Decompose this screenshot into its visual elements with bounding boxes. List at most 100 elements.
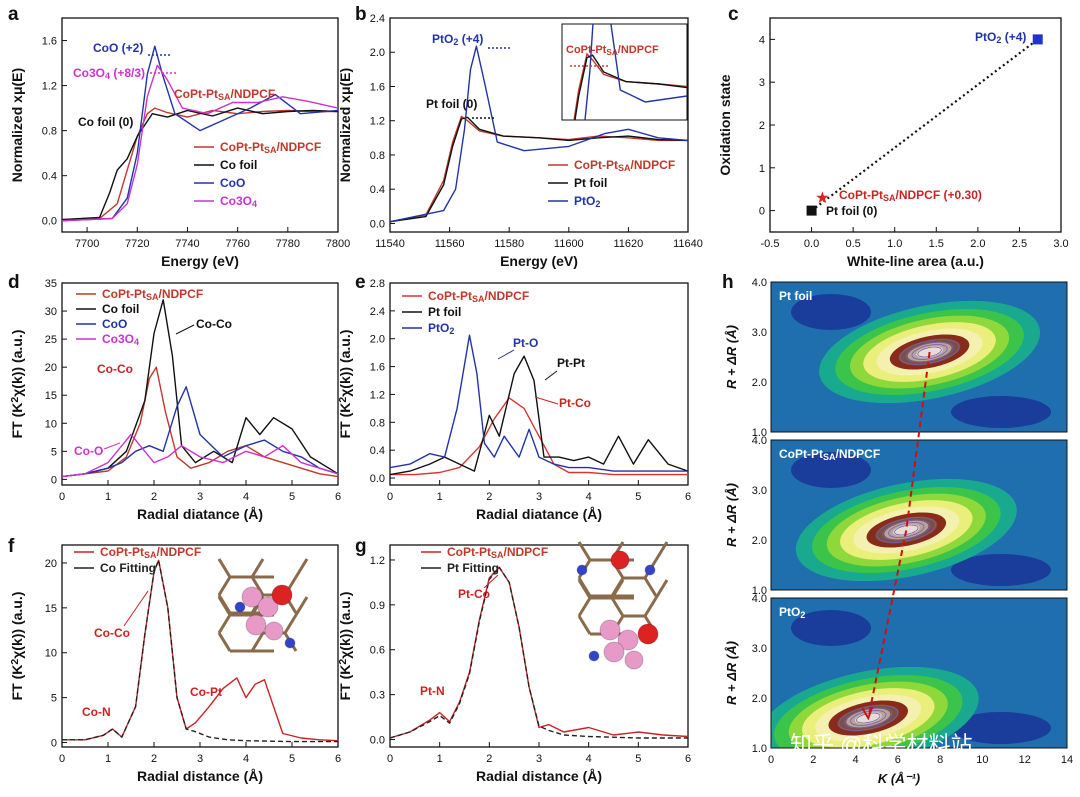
y-tick-label: 1.2	[370, 116, 385, 128]
x-axis-label: Energy (eV)	[500, 253, 578, 269]
y-tick-label: 0.6	[370, 645, 385, 657]
y-tick-label: 25	[45, 334, 57, 346]
y-axis-label: FT (K2χ(k)) (a.u.)	[337, 592, 353, 701]
y-tick-label: 0.0	[370, 218, 385, 230]
trend-line	[810, 38, 1039, 212]
series-group	[62, 559, 338, 743]
contour-line	[838, 705, 899, 731]
contour	[791, 610, 871, 646]
x-tick-label: 0	[387, 491, 393, 503]
y-tick-label: 35	[45, 278, 57, 290]
y-axis-label: Normalized xμ(E)	[9, 68, 25, 182]
x-tick-label: 2	[810, 754, 816, 766]
x-tick-label: 2	[151, 753, 157, 765]
x-tick-label: 4	[243, 753, 249, 765]
panel-c: -0.5 0.0 0.5 1.0 1.5 2.0 2.5 3.0 0 1 2 3 4 White-line…	[717, 17, 1069, 269]
x-tick-label: 11620	[614, 238, 644, 250]
atom	[617, 629, 639, 651]
contour	[951, 396, 1051, 428]
x-tick-label: 0	[59, 753, 65, 765]
annotation-arrow	[123, 590, 149, 627]
inset: CoPt-PtSA/NDPCF	[561, 23, 688, 121]
plot-frame	[61, 17, 339, 233]
series-line	[62, 433, 338, 478]
x-tick-label: -0.5	[761, 238, 780, 250]
y-axis-label: FT (K2χ(k)) (a.u.)	[9, 592, 25, 701]
annotation: Co-Co	[196, 317, 232, 331]
legend-entry: CoPt-PtSA/NDPCF	[428, 289, 529, 304]
bond	[283, 614, 298, 634]
x-tick-label: 2.0	[970, 238, 985, 250]
bond	[217, 576, 232, 596]
panel-letter: a	[8, 4, 19, 25]
y-tick-label: 20	[45, 558, 57, 570]
atom	[576, 564, 588, 576]
x-axis-label: Energy (eV)	[161, 253, 239, 269]
atom	[610, 550, 630, 570]
data-point	[816, 191, 829, 203]
contour-line	[899, 339, 960, 365]
y-tick-label: 1.0	[752, 743, 767, 755]
series-group	[390, 334, 688, 476]
bond	[294, 596, 309, 616]
inset-series	[573, 24, 687, 120]
heatmap-frame	[770, 597, 1068, 749]
atom	[624, 650, 644, 670]
y-tick-label: 20	[45, 362, 57, 374]
bond	[250, 558, 265, 578]
panel-letter: c	[728, 4, 739, 25]
y-tick-label: 0.8	[42, 126, 57, 138]
y-tick-label: 2.0	[370, 334, 385, 346]
x-tick-label: 11560	[435, 238, 465, 250]
contour-line	[876, 517, 937, 543]
x-axis-label: White-line area (a.u.)	[847, 253, 984, 269]
inset-annotation: CoPt-PtSA/NDPCF	[566, 44, 659, 57]
x-tick-label: 7760	[225, 238, 249, 250]
atom	[241, 586, 263, 608]
legend-entry: CoPt-PtSA/NDPCF	[574, 158, 675, 173]
x-tick-label: 0	[387, 753, 393, 765]
contour-line	[894, 524, 919, 536]
y-tick-label: 10	[45, 648, 57, 660]
subplot-label: Pt foil	[779, 289, 812, 303]
legend-entry: CoO	[102, 317, 127, 331]
y-axis-label: R + ΔR (Å)	[724, 483, 739, 547]
x-tick-label: 2	[486, 753, 492, 765]
y-axis-label: FT (K2χ(k)) (a.u.)	[337, 330, 353, 439]
series-line	[62, 559, 338, 743]
y-tick-label: 3.0	[752, 643, 767, 655]
y-tick-label: 0.0	[370, 473, 385, 485]
x-tick-label: 7800	[326, 238, 350, 250]
bond	[577, 597, 592, 617]
x-tick-label: 5	[635, 491, 641, 503]
bond	[250, 576, 265, 596]
y-tick-label: 4	[759, 34, 765, 46]
y-tick-label: 0	[51, 738, 57, 750]
x-tick-label: 0	[59, 491, 65, 503]
heatmap-subplot	[771, 440, 1067, 590]
y-tick-label: 1.2	[370, 389, 385, 401]
legend-entry: CoPt-PtSA/NDPCF	[100, 545, 201, 560]
molecular-structure-icon	[576, 541, 669, 670]
x-tick-label: 6	[335, 491, 341, 503]
heatmap-subplot	[771, 282, 1067, 432]
bond	[577, 541, 592, 561]
legend-entry: PtO2	[428, 321, 454, 336]
data-point	[1032, 34, 1043, 45]
bond	[217, 596, 232, 616]
panel-h: Pt foil 1.0 2.0 3.0 4.0 R + ΔR (Å) CoPt-PtSA/N…	[724, 277, 1073, 786]
annotation: Pt-Co	[458, 587, 490, 601]
x-tick-label: 4	[243, 491, 249, 503]
atom	[257, 596, 279, 618]
bond	[250, 632, 265, 652]
x-tick-label: 1.5	[929, 238, 944, 250]
y-tick-label: 3.0	[752, 327, 767, 339]
series-line	[390, 566, 688, 739]
atom	[264, 621, 284, 641]
contour	[951, 712, 1051, 744]
annotation: PtO2 (+4)	[432, 32, 483, 47]
annotation: Pt foil (0)	[426, 97, 477, 111]
x-tick-label: 2.5	[1012, 238, 1027, 250]
y-tick-label: 0.9	[370, 600, 385, 612]
x-tick-label: 2	[151, 491, 157, 503]
